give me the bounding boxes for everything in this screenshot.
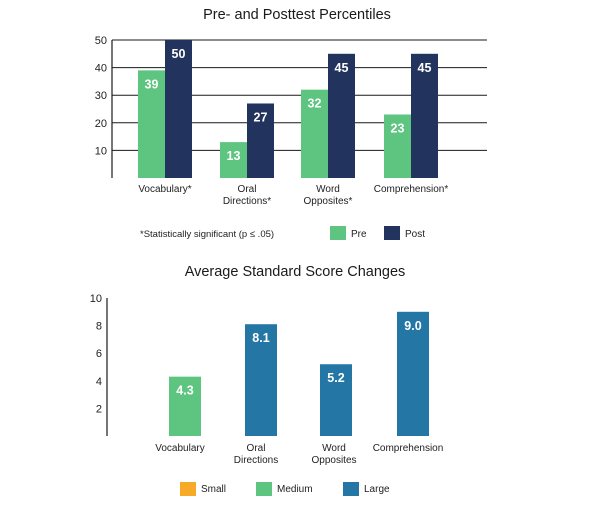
chart2-y-tick-label: 10 [90, 293, 102, 305]
chart1-legend-label: Pre [351, 229, 367, 240]
chart2-bar [245, 324, 277, 436]
chart2-bar [397, 311, 429, 436]
chart2-bar [169, 376, 201, 436]
chart2-category-label: Vocabulary [155, 443, 204, 454]
chart1-category-label: Comprehension* [374, 184, 449, 195]
chart1-bar-value-label: 45 [335, 61, 349, 75]
chart1-title: Pre- and Posttest Percentiles [203, 7, 391, 23]
chart2-title: Average Standard Score Changes [185, 264, 406, 280]
chart2-y-tick-label: 6 [96, 348, 102, 360]
chart2-bar-value-label: 5.2 [327, 371, 344, 385]
chart2-legend-label: Small [201, 484, 226, 495]
chart1-y-tick-label: 40 [95, 63, 107, 75]
chart1-legend: Pre Post [330, 226, 425, 240]
chart1-bar-value-label: 45 [418, 61, 432, 75]
chart2-bars: 4.3 8.1 5.2 9.0 [169, 311, 429, 436]
chart1-bar-post [411, 53, 438, 178]
chart1-bar-pre [301, 89, 328, 178]
chart1-y-tick-label: 50 [95, 35, 107, 47]
chart1-bar-value-label: 13 [227, 149, 241, 163]
chart2-legend-swatch-large [343, 482, 359, 496]
chart2-category-label: Comprehension [373, 443, 444, 454]
chart1-bars: 39 50 13 27 32 45 23 45 [138, 40, 438, 178]
chart2-bar [320, 364, 352, 436]
chart2-bar-value-label: 9.0 [404, 319, 421, 333]
chart1-bar-post [247, 103, 274, 178]
chart2-legend-swatch-small [180, 482, 196, 496]
chart1-bar-value-label: 27 [254, 110, 268, 124]
chart1-bar-pre [138, 70, 165, 178]
chart1-bar-pre [384, 114, 411, 178]
chart2-category-label: Opposites [311, 455, 356, 466]
chart2-y-axis: 2 4 6 8 10 [90, 293, 108, 436]
chart2-category-label: Oral [247, 443, 266, 454]
chart2-legend: Small Medium Large [180, 482, 390, 496]
chart1-legend-label: Post [405, 229, 425, 240]
chart1-bar-post [328, 53, 355, 178]
chart1-bar-value-label: 32 [308, 97, 322, 111]
chart1-bar-value-label: 50 [172, 47, 186, 61]
chart2-category-label: Word [322, 443, 346, 454]
chart1-category-label: Opposites* [304, 196, 353, 207]
chart1-y-tick-label: 30 [95, 90, 107, 102]
chart1-category-label: Oral [238, 184, 257, 195]
chart2-bar-value-label: 8.1 [252, 331, 269, 345]
chart1-y-tick-label: 20 [95, 118, 107, 130]
chart1-category-label: Directions* [223, 196, 271, 207]
chart1-footnote: *Statistically significant (p ≤ .05) [140, 229, 274, 240]
chart2-category-label: Directions [234, 455, 278, 466]
chart2-legend-label: Medium [277, 484, 313, 495]
chart1-category-label: Word [316, 184, 340, 195]
chart1-bar-post [165, 40, 192, 178]
chart1-category-label: Vocabulary* [138, 184, 191, 195]
chart1-legend-swatch-post [384, 226, 400, 240]
chart2-y-tick-label: 2 [96, 403, 102, 415]
chart1-y-axis: 10 20 30 40 50 [95, 35, 107, 157]
chart2-bar-value-label: 4.3 [176, 384, 193, 398]
chart2-legend-swatch-medium [256, 482, 272, 496]
chart2-legend-label: Large [364, 484, 390, 495]
chart1-bar-pre [220, 142, 247, 178]
chart1-bar-value-label: 39 [145, 77, 159, 91]
chart1-bar-value-label: 23 [391, 122, 405, 136]
chart1-legend-swatch-pre [330, 226, 346, 240]
chart2-y-tick-label: 8 [96, 321, 102, 333]
chart1-y-tick-label: 10 [95, 145, 107, 157]
chart2-y-tick-label: 4 [96, 376, 102, 388]
